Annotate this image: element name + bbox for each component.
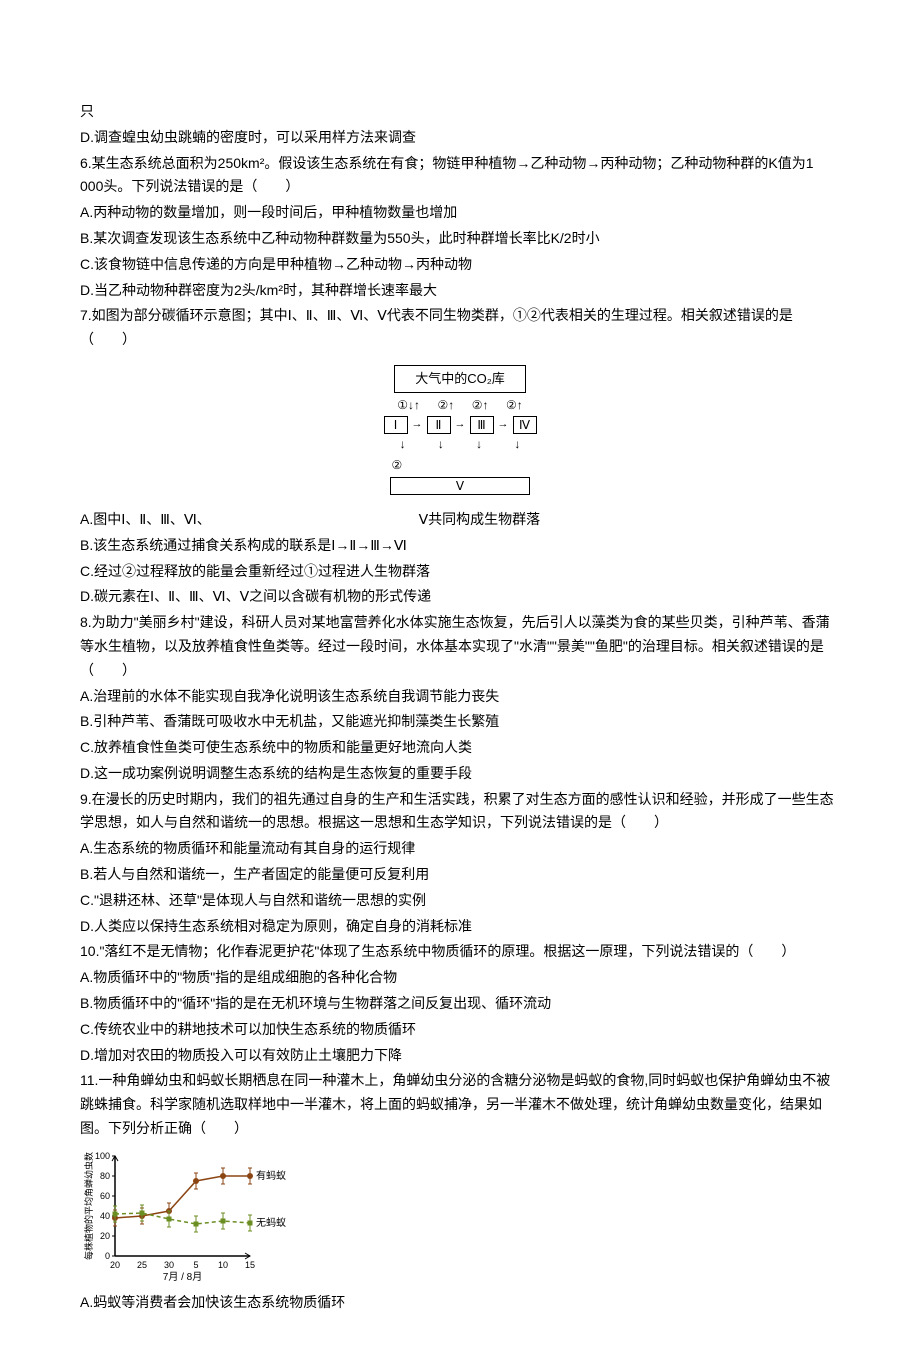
q9-option-d: D.人类应以保持生态系统相对稳定为原则，确定自身的消耗标准 — [80, 915, 840, 939]
svg-text:15: 15 — [245, 1260, 255, 1270]
arrow-icon: → — [412, 415, 423, 434]
q10-option-d: D.增加对农田的物质投入可以有效防止土壤肥力下降 — [80, 1044, 840, 1068]
q6-option-b: B.某次调查发现该生态系统中乙种动物种群数量为550头，此时种群增长率比K/2时… — [80, 227, 840, 251]
bottom-arrows-row: ↓↓↓↓ — [384, 434, 537, 454]
q9-option-b: B.若人与自然和谐统一，生产者固定的能量便可反复利用 — [80, 863, 840, 887]
q7-carbon-cycle-diagram: 大气中的CO₂库 ①↓↑ ②↑ ②↑ ②↑ Ⅰ → Ⅱ → Ⅲ → Ⅳ ↓↓↓↓… — [80, 360, 840, 500]
q5-continuation: 只 — [80, 100, 840, 124]
q7-option-a: A.图中Ⅰ、Ⅱ、Ⅲ、Ⅵ、 Ⅴ共同构成生物群落 — [80, 508, 840, 532]
process-label-3: ②↑ — [472, 395, 489, 415]
arrow-icon: → — [455, 415, 466, 434]
svg-text:7月 / 8月: 7月 / 8月 — [163, 1271, 202, 1283]
svg-text:20: 20 — [100, 1231, 110, 1241]
q9-stem: 9.在漫长的历史时期内，我们的祖先通过自身的生产和生活实践，积累了对生态方面的感… — [80, 788, 840, 836]
q7-option-a-right: Ⅴ共同构成生物群落 — [419, 511, 541, 527]
svg-text:30: 30 — [164, 1260, 174, 1270]
process-label-4: ②↑ — [506, 395, 523, 415]
bottom-process-label: ② — [384, 455, 537, 475]
svg-text:每株植物的平均角蝉幼虫数: 每株植物的平均角蝉幼虫数 — [83, 1152, 94, 1260]
q8-option-c: C.放养植食性鱼类可使生态系统中的物质和能量更好地流向人类 — [80, 736, 840, 760]
svg-text:60: 60 — [100, 1191, 110, 1201]
organisms-row: Ⅰ → Ⅱ → Ⅲ → Ⅳ — [384, 415, 537, 434]
q11-line-chart: 020406080100202530510157月 / 8月每株植物的平均角蝉幼… — [80, 1146, 840, 1286]
q8-option-d: D.这一成功案例说明调整生态系统的结构是生态恢复的重要手段 — [80, 762, 840, 786]
svg-text:40: 40 — [100, 1211, 110, 1221]
process-label-1: ①↓↑ — [397, 395, 420, 415]
organism-2: Ⅱ — [427, 416, 451, 434]
svg-text:25: 25 — [137, 1260, 147, 1270]
q10-option-a: A.物质循环中的"物质"指的是组成细胞的各种化合物 — [80, 966, 840, 990]
svg-text:80: 80 — [100, 1171, 110, 1181]
q8-stem: 8.为助力"美丽乡村"建设，科研人员对某地富营养化水体实施生态恢复，先后引人以藻… — [80, 611, 840, 682]
svg-text:无蚂蚁: 无蚂蚁 — [256, 1216, 286, 1229]
q5-option-d: D.调查蝗虫幼虫跳蝻的密度时，可以采用样方法来调查 — [80, 126, 840, 150]
q7-option-a-left: A.图中Ⅰ、Ⅱ、Ⅲ、Ⅵ、 — [80, 511, 211, 527]
svg-text:5: 5 — [193, 1260, 198, 1270]
top-arrows-row: ①↓↑ ②↑ ②↑ ②↑ — [384, 395, 537, 415]
organism-v: Ⅴ — [390, 477, 530, 495]
q10-option-b: B.物质循环中的"循环"指的是在无机环境与生物群落之间反复出现、循环流动 — [80, 992, 840, 1016]
co2-reservoir-box: 大气中的CO₂库 — [394, 365, 526, 393]
q7-stem: 7.如图为部分碳循环示意图；其中Ⅰ、Ⅱ、Ⅲ、Ⅵ、Ⅴ代表不同生物类群，①②代表相关… — [80, 304, 840, 352]
q7-option-b: B.该生态系统通过捕食关系构成的联系是Ⅰ→Ⅱ→Ⅲ→Ⅵ — [80, 534, 840, 558]
q6-option-d: D.当乙种动物种群密度为2头/km²时，其种群增长速率最大 — [80, 279, 840, 303]
svg-text:10: 10 — [218, 1260, 228, 1270]
q11-stem: 11.一种角蝉幼虫和蚂蚁长期栖息在同一种灌木上，角蝉幼虫分泌的含糖分泌物是蚂蚁的… — [80, 1069, 840, 1140]
q6-stem: 6.某生态系统总面积为250km²。假设该生态系统在有食；物链甲种植物→乙种动物… — [80, 152, 840, 200]
q8-option-a: A.治理前的水体不能实现自我净化说明该生态系统自我调节能力丧失 — [80, 685, 840, 709]
arrow-icon: → — [498, 415, 509, 434]
chart-svg: 020406080100202530510157月 / 8月每株植物的平均角蝉幼… — [80, 1146, 300, 1286]
organism-3: Ⅲ — [470, 416, 494, 434]
svg-text:有蚂蚁: 有蚂蚁 — [256, 1169, 286, 1182]
q9-option-a: A.生态系统的物质循环和能量流动有其自身的运行规律 — [80, 837, 840, 861]
q7-option-c: C.经过②过程释放的能量会重新经过①过程进人生物群落 — [80, 560, 840, 584]
q6-option-c: C.该食物链中信息传递的方向是甲种植物→乙种动物→丙种动物 — [80, 253, 840, 277]
q7-option-d: D.碳元素在Ⅰ、Ⅱ、Ⅲ、Ⅵ、Ⅴ之间以含碳有机物的形式传递 — [80, 585, 840, 609]
svg-text:20: 20 — [110, 1260, 120, 1270]
q9-option-c: C."退耕还林、还草"是体现人与自然和谐统一思想的实例 — [80, 889, 840, 913]
process-label-2: ②↑ — [437, 395, 454, 415]
organism-4: Ⅳ — [513, 416, 537, 434]
q10-option-c: C.传统农业中的耕地技术可以加快生态系统的物质循环 — [80, 1018, 840, 1042]
q8-option-b: B.引种芦苇、香蒲既可吸收水中无机盐，又能遮光抑制藻类生长繁殖 — [80, 710, 840, 734]
q11-option-a: A.蚂蚁等消费者会加快该生态系统物质循环 — [80, 1291, 840, 1315]
q10-stem: 10."落红不是无情物；化作春泥更护花"体现了生态系统中物质循环的原理。根据这一… — [80, 940, 840, 964]
q6-option-a: A.丙种动物的数量增加，则一段时间后，甲种植物数量也增加 — [80, 201, 840, 225]
organism-1: Ⅰ — [384, 416, 408, 434]
svg-text:100: 100 — [95, 1151, 110, 1161]
